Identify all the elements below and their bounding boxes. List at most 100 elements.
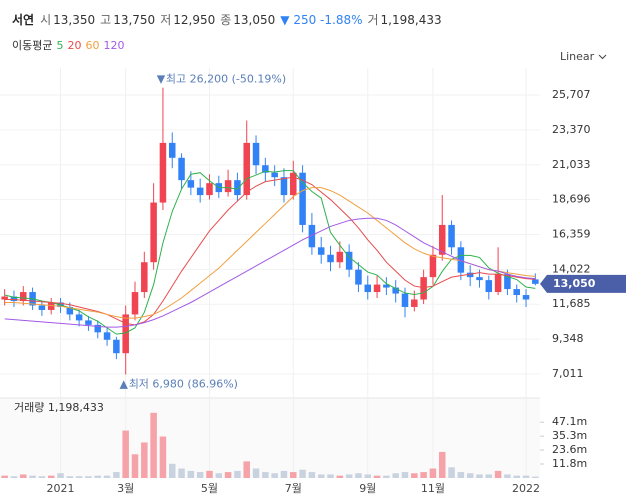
annotation-arrow: ▲ bbox=[119, 377, 128, 390]
price-tag-label: 13,050 bbox=[553, 277, 596, 290]
candle-body bbox=[308, 224, 316, 248]
candle-body bbox=[476, 277, 483, 281]
volume-bar bbox=[336, 475, 344, 478]
quote-item: 시 13,350 bbox=[40, 13, 95, 27]
quote-label: 고 bbox=[100, 13, 112, 27]
candle-body bbox=[75, 314, 83, 321]
volume-bar bbox=[308, 472, 316, 478]
volume-bar bbox=[150, 412, 157, 478]
volume-bar bbox=[206, 470, 213, 478]
x-tick-label: 5월 bbox=[201, 482, 218, 495]
scale-menu[interactable]: Linear bbox=[560, 50, 607, 63]
legend-entry: 20 bbox=[67, 39, 82, 52]
chevron[interactable] bbox=[598, 54, 607, 60]
candle-body bbox=[522, 295, 530, 300]
candle-body bbox=[355, 269, 362, 285]
legend-entry: 60 bbox=[85, 39, 100, 52]
scale-label[interactable]: Linear bbox=[560, 50, 595, 63]
candle-body bbox=[438, 224, 446, 255]
candle-body bbox=[457, 247, 465, 273]
volume-bar bbox=[345, 474, 353, 478]
volume-bar bbox=[485, 474, 493, 478]
candle-body bbox=[224, 180, 232, 193]
volume-bar bbox=[522, 475, 530, 478]
y-tick-label: 23,370 bbox=[552, 123, 591, 136]
candle-body bbox=[262, 165, 269, 173]
volume-bar bbox=[364, 474, 372, 478]
volume-bar bbox=[466, 473, 474, 478]
y-tick-label: 11,685 bbox=[552, 297, 591, 310]
candle-body bbox=[1, 296, 8, 300]
volume-bar bbox=[38, 476, 46, 478]
volume-bar bbox=[141, 442, 148, 478]
volume-bar bbox=[103, 475, 111, 478]
candle-body bbox=[66, 306, 74, 315]
candle-body bbox=[271, 172, 278, 178]
volume-bar bbox=[10, 476, 18, 478]
candle-body bbox=[290, 172, 297, 196]
candle-body bbox=[504, 274, 511, 290]
quote-item: 종 13,050 bbox=[220, 13, 275, 27]
candle-body bbox=[159, 142, 167, 203]
volume-bar bbox=[299, 469, 306, 478]
volume-bar bbox=[513, 475, 520, 478]
x-tick-label: 2021 bbox=[47, 482, 75, 495]
volume-bar bbox=[271, 473, 278, 478]
volume-bar bbox=[448, 467, 455, 478]
quote-item: 저 12,950 bbox=[160, 13, 215, 27]
quote-item: 거 1,198,433 bbox=[368, 13, 442, 27]
volume-bar bbox=[429, 468, 437, 478]
volume-bar bbox=[224, 472, 232, 478]
y-tick-label: 9,348 bbox=[552, 332, 584, 345]
candle-body bbox=[448, 224, 455, 248]
legend-entry: 120 bbox=[103, 39, 125, 52]
y-tick-label: 23.6m bbox=[552, 443, 587, 456]
quote-value: 1,198,433 bbox=[380, 13, 442, 27]
candle-body bbox=[206, 183, 213, 196]
candle-body bbox=[178, 157, 185, 181]
candle-body bbox=[29, 292, 36, 306]
volume-bar bbox=[532, 476, 539, 478]
candle-body bbox=[196, 187, 204, 196]
ma-line bbox=[4, 176, 536, 326]
volume-bar bbox=[420, 472, 427, 478]
volume-bar bbox=[20, 474, 27, 478]
volume-bar bbox=[29, 475, 36, 478]
y-tick-label: 14,022 bbox=[552, 262, 591, 275]
volume-bar bbox=[290, 472, 297, 478]
quote-value: 13,750 bbox=[113, 13, 156, 27]
volume-bar bbox=[457, 472, 465, 478]
candle-body bbox=[131, 292, 139, 315]
volume-bar bbox=[494, 470, 502, 478]
volume-bar bbox=[401, 472, 409, 478]
candle-body bbox=[299, 172, 306, 225]
volume-bar bbox=[94, 475, 102, 478]
candle-body bbox=[187, 180, 195, 188]
volume-bar bbox=[196, 472, 204, 478]
candle-body bbox=[336, 251, 344, 263]
y-tick-label: 18,696 bbox=[552, 193, 591, 206]
ma-line bbox=[4, 187, 536, 319]
ma-line bbox=[4, 217, 536, 328]
candle-body bbox=[317, 247, 325, 255]
annotation: 최고 26,200 (-50.19%) bbox=[166, 73, 286, 86]
candle-body bbox=[494, 274, 502, 293]
y-tick-label: 35.3m bbox=[552, 429, 587, 442]
y-tick-label: 21,033 bbox=[552, 158, 591, 171]
volume-title: 거래량 1,198,433 bbox=[14, 401, 104, 414]
candle-body bbox=[280, 177, 288, 196]
candle-body bbox=[47, 302, 55, 310]
x-tick-label: 11월 bbox=[421, 482, 445, 495]
y-tick-label: 16,359 bbox=[552, 227, 591, 240]
quote-item: 고 13,750 bbox=[100, 13, 155, 27]
quote-label: 저 bbox=[160, 13, 172, 27]
volume-bar bbox=[122, 430, 129, 478]
candle-body bbox=[392, 287, 399, 294]
candle-body bbox=[20, 292, 27, 302]
candle-body bbox=[57, 302, 64, 307]
volume-bar bbox=[66, 476, 74, 478]
candle-body bbox=[150, 202, 157, 263]
x-tick-label: 2022 bbox=[512, 482, 540, 495]
candle-body bbox=[373, 284, 381, 293]
